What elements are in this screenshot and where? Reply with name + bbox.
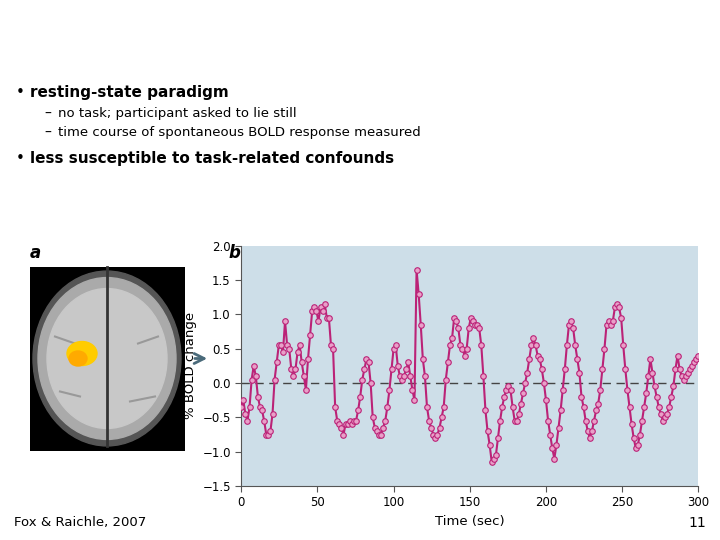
Bar <box>30 267 185 451</box>
Text: b: b <box>228 244 240 261</box>
Text: Fox & Raichle, 2007: Fox & Raichle, 2007 <box>14 516 146 529</box>
Text: no task; participant asked to lie still: no task; participant asked to lie still <box>58 106 297 120</box>
Ellipse shape <box>67 341 97 366</box>
Text: ⛪: ⛪ <box>639 16 647 29</box>
Text: a: a <box>30 244 41 261</box>
Ellipse shape <box>33 271 181 446</box>
Text: Resting-state fMRI: acquisition: Resting-state fMRI: acquisition <box>13 25 377 45</box>
X-axis label: Time (sec): Time (sec) <box>435 515 505 528</box>
Text: less susceptible to task-related confounds: less susceptible to task-related confoun… <box>30 151 394 166</box>
Text: –: – <box>44 106 51 120</box>
Text: –: – <box>44 126 51 140</box>
Ellipse shape <box>38 278 176 440</box>
Text: 11: 11 <box>688 516 706 530</box>
Text: resting-state paradigm: resting-state paradigm <box>30 85 229 100</box>
Bar <box>241 246 698 486</box>
Text: •: • <box>16 151 25 166</box>
Ellipse shape <box>47 288 167 428</box>
Y-axis label: % BOLD change: % BOLD change <box>184 312 197 420</box>
Text: UCL: UCL <box>631 19 697 48</box>
Ellipse shape <box>69 351 87 366</box>
Text: time course of spontaneous BOLD response measured: time course of spontaneous BOLD response… <box>58 126 420 139</box>
Text: •: • <box>16 85 25 100</box>
